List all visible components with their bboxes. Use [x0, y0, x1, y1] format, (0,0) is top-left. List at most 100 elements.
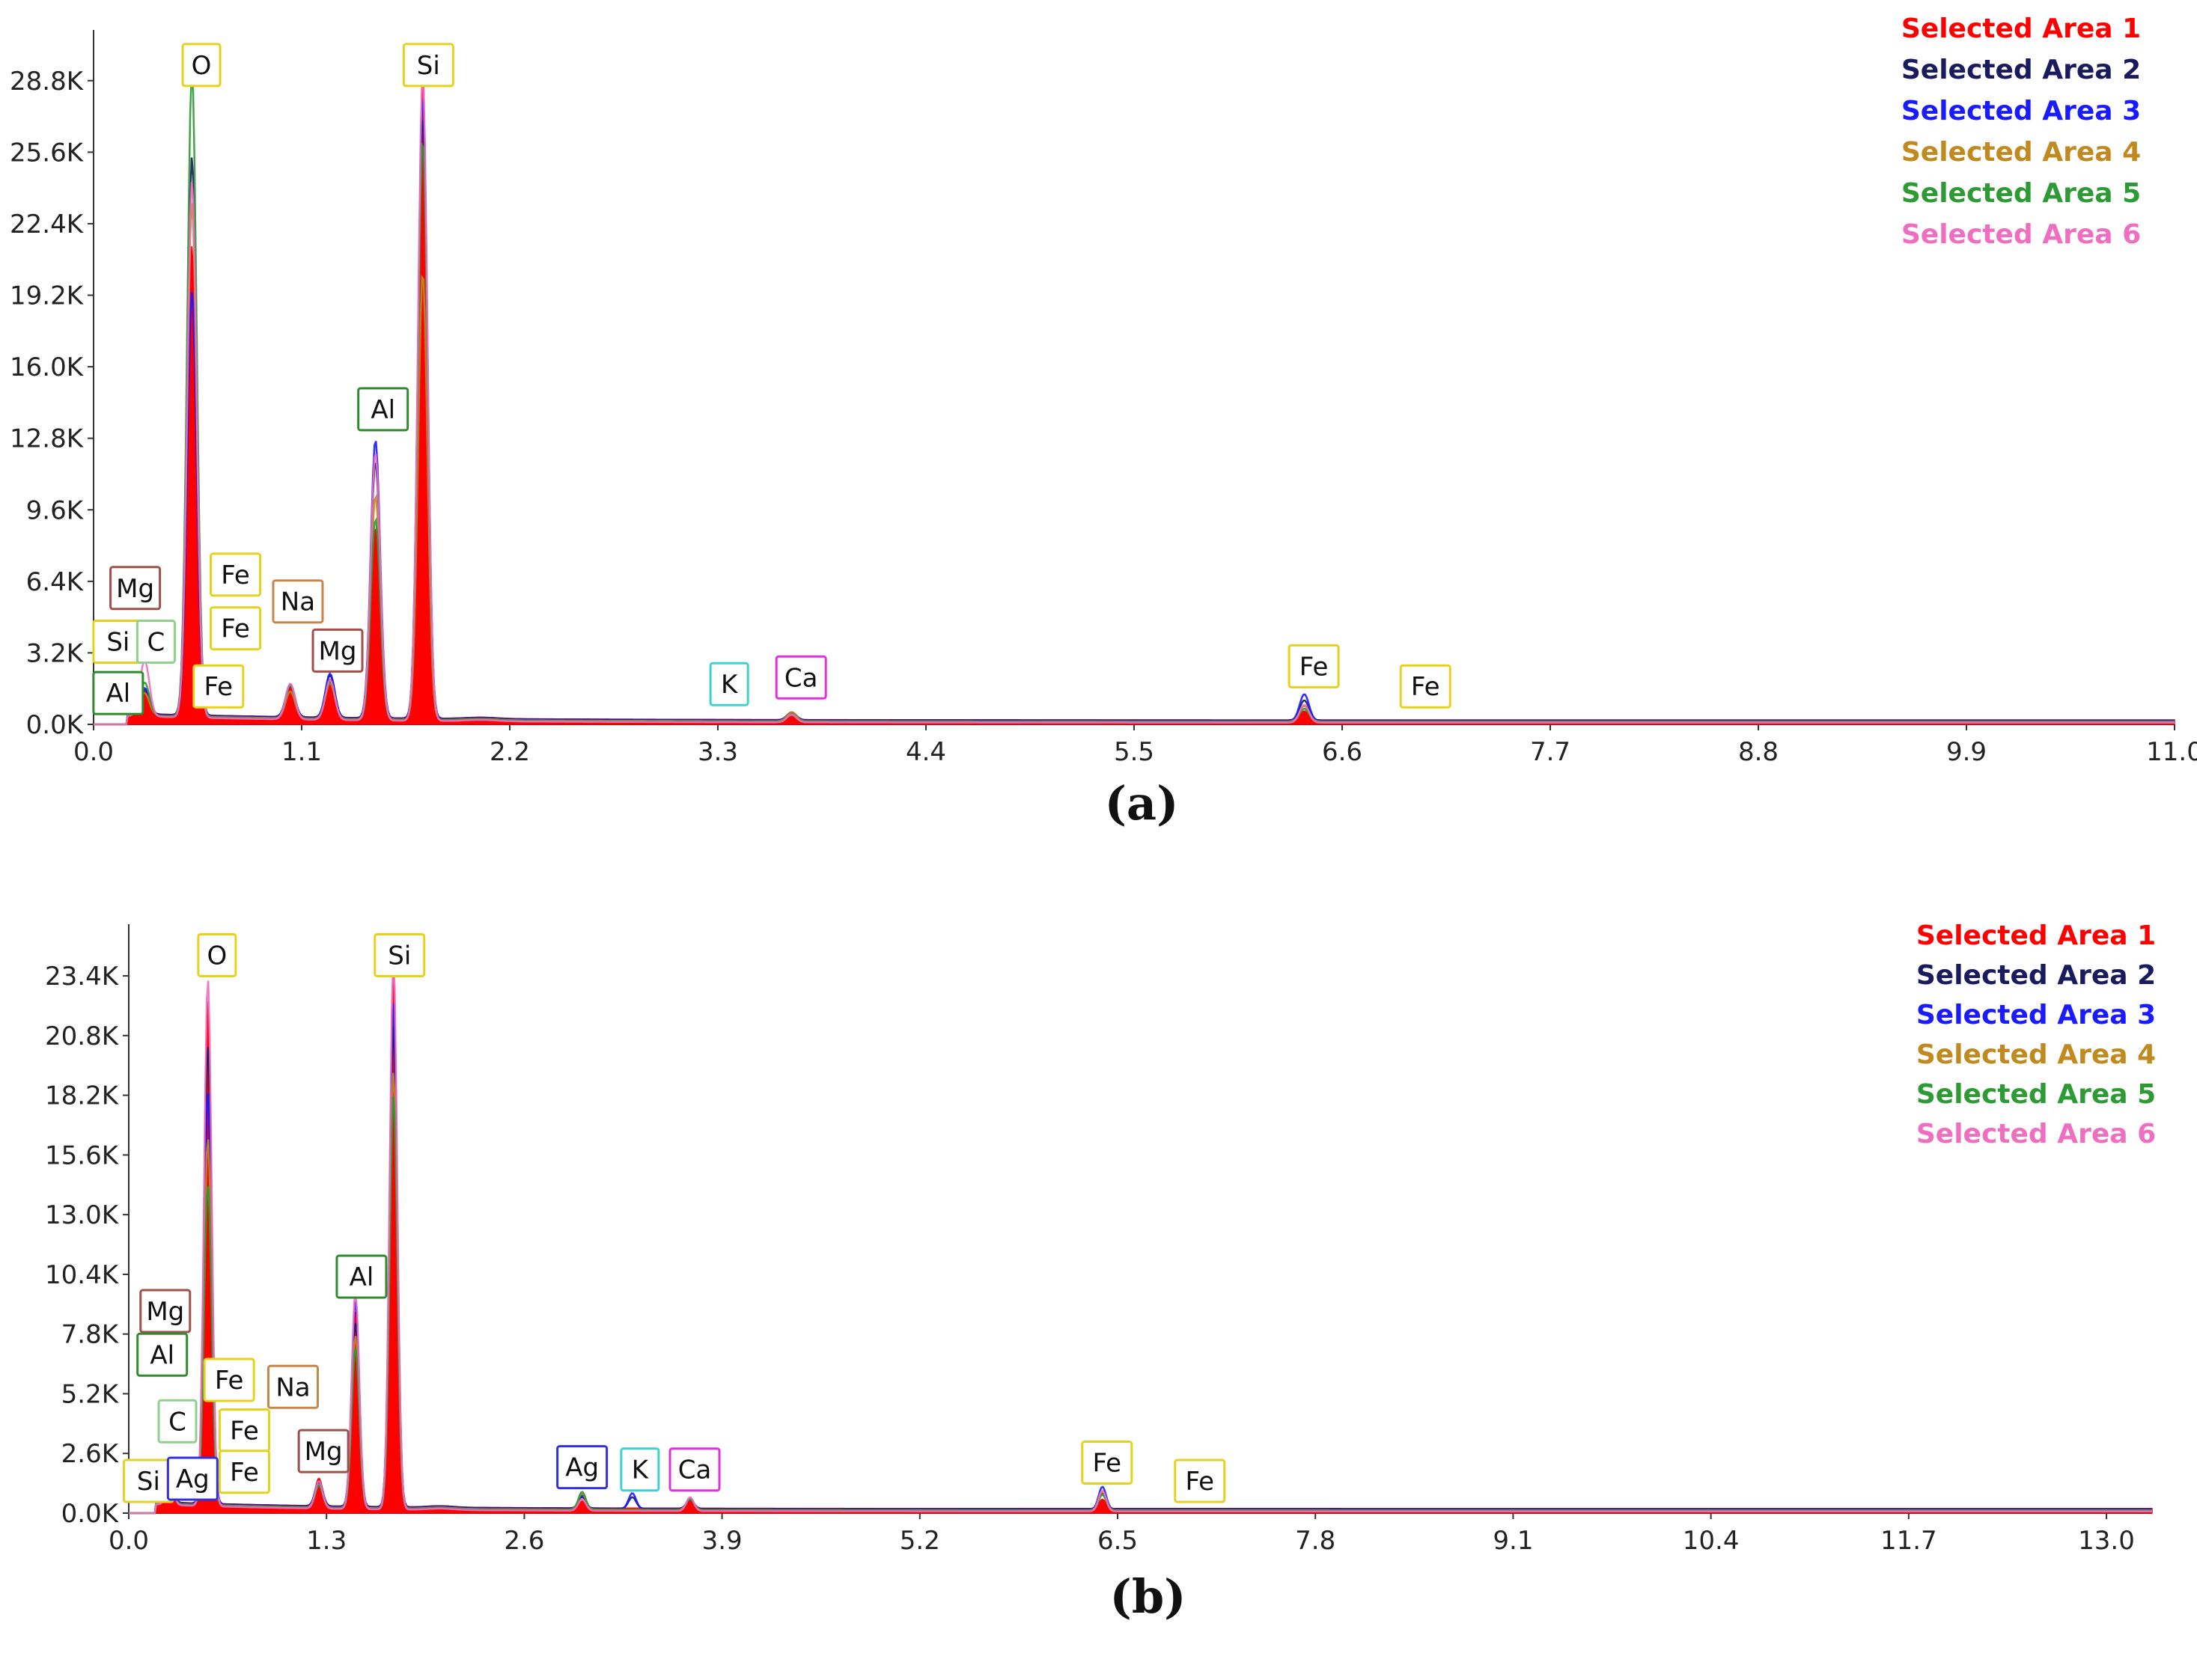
peak-label: Fe: [1081, 1441, 1133, 1485]
series-line-3: [129, 1004, 2152, 1515]
y-tick-label: 16.0K: [10, 352, 85, 382]
peak-label-box: [210, 606, 262, 651]
peak-label: C: [135, 619, 176, 664]
peak-label: Si: [122, 1458, 174, 1503]
peak-label-box: [181, 43, 222, 88]
legend-entry-6: Selected Area 6: [1901, 219, 2141, 250]
y-tick-label: 28.8K: [10, 67, 85, 97]
peak-label-text: Mg: [305, 1437, 343, 1467]
y-tick-label: 0.0K: [26, 710, 85, 740]
peak-label-box: [272, 579, 324, 624]
peak-label: K: [709, 662, 749, 706]
peak-label: Fe: [192, 664, 245, 709]
peak-label-box: [1174, 1458, 1226, 1503]
x-tick-label: 4.4: [906, 737, 946, 767]
peak-label-text: C: [147, 627, 165, 657]
y-tick-label: 12.8K: [10, 424, 85, 454]
peak-label-text: Fe: [215, 1366, 244, 1396]
series-line-5: [129, 1096, 2152, 1515]
peak-label-text: Mg: [116, 574, 154, 604]
legend-entry-5: Selected Area 5: [1916, 1079, 2156, 1110]
peak-label: Si: [402, 43, 454, 88]
chart-panel-a: 0.0K3.2K6.4K9.6K12.8K16.0K19.2K22.4K25.6…: [10, 13, 2197, 831]
panel-caption: (a): [1105, 776, 1179, 831]
peak-label-box: [620, 1447, 660, 1492]
x-tick-label: 9.1: [1493, 1526, 1533, 1556]
peak-label-text: Mg: [146, 1297, 184, 1327]
peak-label: Na: [272, 579, 324, 624]
legend-entry-2: Selected Area 2: [1901, 55, 2141, 85]
peak-label-box: [402, 43, 454, 88]
peak-label: Mg: [311, 628, 364, 673]
peak-label: Fe: [218, 1450, 270, 1494]
series-line-6: [129, 959, 2152, 1515]
peak-label-text: Al: [350, 1262, 374, 1292]
y-tick-label: 7.8K: [61, 1320, 120, 1350]
y-tick-label: 23.4K: [45, 962, 120, 992]
peak-label-text: Fe: [204, 672, 233, 702]
peak-label-text: Al: [150, 1340, 174, 1370]
x-tick-label: 13.0: [2078, 1526, 2135, 1556]
peak-label-text: Fe: [230, 1417, 259, 1447]
x-tick-label: 6.5: [1097, 1526, 1138, 1556]
peak-label-text: Si: [106, 627, 129, 657]
x-tick-label: 2.2: [490, 737, 530, 767]
series-line-4: [129, 1072, 2152, 1515]
peak-label-box: [136, 1332, 189, 1377]
y-tick-label: 15.6K: [45, 1140, 120, 1170]
peak-label: Fe: [218, 1408, 270, 1453]
peak-label-text: K: [632, 1456, 650, 1485]
series-area-1: [129, 968, 2153, 1514]
x-tick-label: 10.4: [1683, 1526, 1740, 1556]
y-tick-label: 0.0K: [61, 1499, 120, 1529]
peak-label: Fe: [1174, 1458, 1226, 1503]
y-tick-label: 2.6K: [61, 1439, 120, 1469]
peak-label-box: [92, 671, 144, 715]
peak-label-box: [335, 1254, 388, 1299]
x-tick-label: 7.7: [1530, 737, 1570, 767]
x-tick-label: 5.5: [1114, 737, 1154, 767]
x-tick-label: 0.0: [73, 737, 114, 767]
peak-label-text: Fe: [1185, 1467, 1214, 1497]
peak-label-text: Ag: [565, 1453, 599, 1483]
y-tick-label: 19.2K: [10, 281, 85, 311]
peak-label-text: Na: [275, 1372, 310, 1402]
x-tick-label: 7.8: [1295, 1526, 1335, 1556]
peak-label: Fe: [210, 552, 262, 597]
peak-label-box: [556, 1445, 609, 1490]
peak-label-box: [109, 566, 162, 611]
y-tick-label: 20.8K: [45, 1021, 120, 1051]
legend-entry-4: Selected Area 4: [1916, 1039, 2156, 1070]
legend-entry-3: Selected Area 3: [1901, 96, 2141, 126]
peak-label-box: [775, 655, 827, 700]
peak-label-text: Fe: [230, 1458, 259, 1488]
x-tick-label: 11.0: [2146, 737, 2197, 767]
peak-label: Mg: [109, 566, 162, 611]
x-tick-label: 5.2: [900, 1526, 940, 1556]
peak-label: Mg: [297, 1429, 350, 1473]
peak-label-text: Si: [137, 1467, 160, 1497]
peak-label-text: Fe: [1411, 672, 1440, 702]
peak-label: Si: [92, 619, 144, 664]
peak-label-text: K: [721, 670, 739, 700]
chart-panel-b: 0.0K2.6K5.2K7.8K10.4K13.0K15.6K18.2K20.8…: [45, 920, 2156, 1624]
peak-label-box: [1081, 1441, 1133, 1485]
peak-label-box: [139, 1289, 192, 1334]
y-tick-label: 25.6K: [10, 138, 85, 168]
y-tick-label: 22.4K: [10, 210, 85, 239]
peak-label-box: [1288, 644, 1340, 688]
peak-label-box: [203, 1357, 255, 1402]
legend-entry-1: Selected Area 1: [1901, 13, 2141, 44]
peak-label-text: Fe: [221, 614, 250, 644]
peak-label: Ca: [775, 655, 827, 700]
peak-label-text: O: [207, 941, 227, 971]
legend-entry-5: Selected Area 5: [1901, 178, 2141, 209]
peak-label-box: [210, 552, 262, 597]
peak-label-text: O: [192, 51, 212, 81]
y-tick-label: 6.4K: [26, 567, 85, 597]
peak-label-box: [297, 1429, 350, 1473]
x-tick-label: 1.1: [281, 737, 322, 767]
peak-label: Fe: [203, 1357, 255, 1402]
y-tick-label: 13.0K: [45, 1200, 120, 1230]
peak-label-text: Mg: [319, 636, 357, 666]
